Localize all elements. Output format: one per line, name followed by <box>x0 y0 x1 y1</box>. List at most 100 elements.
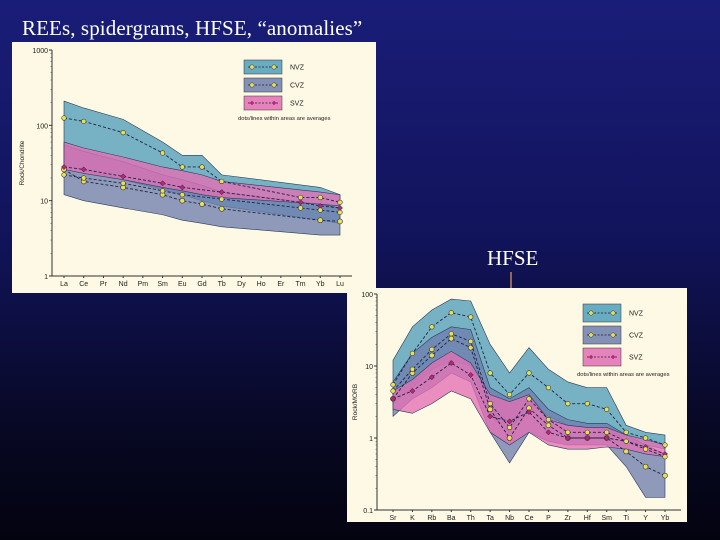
data-point <box>179 192 185 198</box>
data-point <box>487 406 493 413</box>
data-point <box>623 448 629 455</box>
x-tick-label: Pr <box>100 281 108 288</box>
legend-label-nvz: NVZ <box>629 311 644 318</box>
data-point <box>317 207 323 213</box>
legend-marker <box>249 82 255 88</box>
x-tick-label: Ho <box>257 281 266 288</box>
data-point <box>448 360 455 366</box>
legend-note: dots/lines within areas are averages <box>238 116 331 122</box>
data-point <box>390 382 396 388</box>
x-tick-label: Sm <box>157 281 168 288</box>
series-line-nvz-2 <box>63 174 341 213</box>
data-point <box>61 115 67 121</box>
data-point <box>526 370 532 376</box>
x-tick-label: Nb <box>505 515 514 522</box>
y-tick-label: 100 <box>361 292 373 299</box>
series-line-cvz <box>63 169 341 222</box>
data-point <box>429 324 435 330</box>
data-point <box>81 118 87 124</box>
x-tick-label: Lu <box>336 281 344 288</box>
data-point <box>159 188 166 194</box>
data-point <box>642 463 649 470</box>
data-point <box>604 429 610 435</box>
data-point <box>199 201 205 207</box>
data-point <box>80 166 87 173</box>
data-point <box>317 194 323 201</box>
data-point <box>390 395 396 402</box>
legend-marker <box>610 310 616 316</box>
y-tick-label: 100 <box>36 123 48 130</box>
data-point <box>81 175 87 181</box>
y-axis-label: Rock/MORB <box>352 384 359 420</box>
x-tick-label: Tm <box>296 281 306 288</box>
data-point <box>337 209 343 215</box>
data-point <box>545 385 552 391</box>
data-point <box>390 388 396 394</box>
data-point <box>199 164 205 170</box>
data-point <box>467 372 474 378</box>
ree-chart-panel: 1 10 100 1000 La Ce Pr Nd Pm Sm Eu Gd Tb Dy Ho Er Tm Yb Lu… <box>12 42 376 293</box>
legend-marker <box>271 64 277 70</box>
data-point <box>565 429 571 435</box>
data-point <box>545 417 552 423</box>
x-tick-label: K <box>410 515 415 522</box>
data-point <box>468 314 474 320</box>
x-tick-label: Ce <box>79 281 88 288</box>
legend-marker <box>271 100 277 106</box>
data-point <box>337 218 343 225</box>
data-point <box>604 406 610 412</box>
x-tick-label: Nd <box>119 281 128 288</box>
x-tick-label: Eu <box>178 281 187 288</box>
legend-marker <box>249 100 255 106</box>
series-line-nvz <box>63 117 341 203</box>
spidergram-chart: 0.1 1 10 100 Sr K Rb Ba Th Ta Nb Ce P Zr Hf Sm Ti Y Yb Rock… <box>352 292 681 522</box>
y-tick-label: 1 <box>369 436 373 443</box>
data-point <box>428 374 435 381</box>
x-tick-label: Sr <box>390 515 398 522</box>
data-point <box>448 335 455 342</box>
data-point <box>584 401 590 407</box>
data-point <box>448 331 454 337</box>
data-point <box>468 338 474 344</box>
x-tick-label: P <box>546 515 551 522</box>
data-point <box>545 429 552 436</box>
data-point <box>179 184 186 191</box>
series-line-nvz-2 <box>392 333 666 458</box>
y-tick-label: 1 <box>44 274 48 281</box>
data-point <box>526 396 532 402</box>
data-point <box>179 164 185 170</box>
y-tick-label: 0.1 <box>363 508 373 515</box>
x-tick-label: Sm <box>601 515 612 522</box>
data-point <box>603 435 610 441</box>
x-tick-label: Dy <box>237 281 246 288</box>
x-tick-label: Ba <box>447 515 456 522</box>
data-point <box>487 401 493 407</box>
x-tick-label: Ta <box>486 515 494 522</box>
legend-marker <box>588 332 594 338</box>
data-point <box>429 352 435 359</box>
data-point <box>218 189 225 196</box>
data-point <box>159 180 166 187</box>
data-point <box>584 429 590 435</box>
data-point <box>487 370 493 376</box>
data-point <box>297 199 304 206</box>
data-point <box>487 413 494 420</box>
data-point <box>337 199 343 205</box>
data-point <box>297 194 304 201</box>
legend-marker <box>271 82 277 88</box>
x-tick-label: La <box>60 281 68 288</box>
x-tick-label: Rb <box>427 515 436 522</box>
data-point <box>506 435 513 441</box>
data-point <box>623 438 629 444</box>
y-axis-label: Rock/Chondrite <box>19 140 26 185</box>
data-point <box>120 173 127 180</box>
data-point <box>429 346 435 353</box>
hfse-label: HFSE <box>487 246 539 270</box>
spidergram-chart-panel: 0.1 1 10 100 Sr K Rb Ba Th Ta Nb Ce P Zr Hf Sm Ti Y Yb Rock… <box>347 288 687 522</box>
data-point <box>642 446 649 452</box>
data-point <box>409 388 416 394</box>
x-tick-label: Tb <box>218 281 226 288</box>
legend-label-nvz: NVZ <box>290 65 305 72</box>
data-point <box>584 435 591 441</box>
x-tick-label: Zr <box>565 515 572 522</box>
